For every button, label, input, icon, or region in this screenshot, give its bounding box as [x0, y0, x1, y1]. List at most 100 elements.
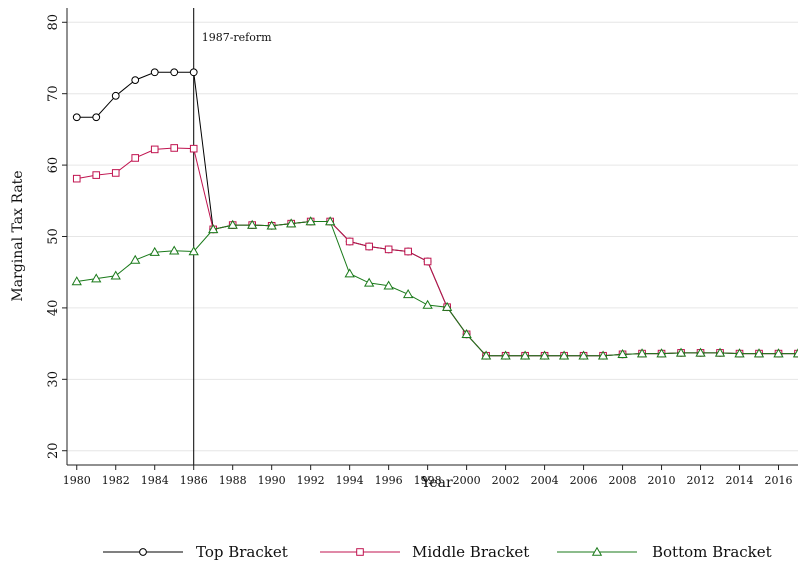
data-point [363, 277, 375, 287]
x-tick-label: 2006 [570, 474, 598, 487]
data-point [189, 144, 198, 153]
y-tick-label: 70 [46, 85, 61, 102]
data-point [111, 91, 120, 100]
data-point [188, 246, 199, 256]
data-point [792, 348, 798, 358]
data-point [150, 145, 159, 154]
x-tick-label: 2010 [648, 474, 676, 487]
y-tick-label: 20 [46, 442, 61, 459]
data-point [384, 245, 393, 254]
data-point [558, 350, 570, 360]
data-point [695, 347, 706, 357]
x-tick-label: 2014 [726, 474, 754, 487]
data-point [344, 268, 355, 278]
x-tick-label: 1996 [375, 474, 403, 487]
data-point [402, 289, 414, 299]
data-point [170, 144, 179, 152]
data-point [519, 350, 531, 360]
data-point [617, 349, 628, 359]
y-tick-label: 40 [46, 300, 61, 317]
data-point [539, 350, 550, 360]
legend-marker [139, 548, 147, 556]
y-tick-label: 50 [46, 228, 61, 245]
data-point [92, 171, 101, 179]
data-point [365, 242, 373, 251]
legend-label: Top Bracket [196, 543, 288, 561]
data-point [773, 348, 784, 358]
data-point [461, 329, 472, 339]
legend-label: Middle Bracket [412, 543, 529, 561]
reform-reference: 1987-reform [193, 8, 272, 465]
x-tick-label: 1986 [180, 474, 208, 487]
x-axis-title: Year [420, 475, 453, 491]
series-line [76, 71, 798, 357]
data-point [111, 169, 120, 177]
data-point [266, 220, 277, 230]
series-triangle [71, 216, 798, 360]
legend-marker [591, 546, 603, 556]
data-point [71, 276, 82, 286]
x-tick-label: 1980 [63, 474, 91, 487]
x-tick-label: 2008 [609, 474, 637, 487]
x-tick-label: 1990 [258, 474, 286, 487]
data-point [422, 299, 433, 309]
series-line [76, 221, 798, 357]
data-point [286, 218, 297, 228]
legend-label: Bottom Bracket [652, 543, 772, 561]
data-point [404, 247, 412, 256]
data-point [578, 350, 589, 360]
axes: 20 30 40 50 60 70 80 1980 1982 1984 1986 1988 1990 19… [46, 8, 798, 487]
x-tick-label: 1982 [102, 474, 130, 487]
data-point [441, 301, 453, 311]
data-point [305, 216, 316, 226]
data-point [324, 216, 336, 226]
data-point [130, 254, 141, 264]
data-point [72, 174, 81, 183]
legend-item: Bottom Bracket [557, 543, 772, 561]
y-axis-title: Marginal Tax Rate [10, 170, 26, 301]
data-point [500, 350, 511, 360]
data-point [131, 76, 140, 85]
legend: Top Bracket Middle Bracket Bottom Bracket [103, 543, 772, 561]
data-point [480, 350, 492, 360]
data-point [753, 348, 765, 358]
y-tick-label: 60 [46, 157, 61, 174]
data-point [92, 113, 101, 122]
series-square [72, 144, 798, 360]
legend-marker [356, 548, 364, 556]
x-tick-label: 2002 [492, 474, 520, 487]
x-tick-label: 1998 [414, 474, 442, 487]
x-tick-label: 1984 [141, 474, 169, 487]
data-point [383, 280, 394, 290]
x-tick-label: 2016 [765, 474, 793, 487]
data-point [110, 270, 121, 280]
reform-annotation: 1987-reform [202, 31, 272, 44]
data-point [131, 154, 140, 162]
data-point [72, 113, 81, 122]
x-tick-label: 2012 [687, 474, 715, 487]
data-point [170, 68, 179, 77]
y-tick-label: 80 [46, 14, 61, 31]
data-point [597, 350, 609, 360]
x-tick-label: 1988 [219, 474, 247, 487]
x-tick-label: 1994 [336, 474, 364, 487]
x-tick-label: 2004 [531, 474, 559, 487]
data-point [189, 68, 198, 77]
data-point [247, 219, 258, 229]
x-tick-label: 1992 [297, 474, 325, 487]
y-tick-label: 30 [46, 371, 61, 388]
gridlines [67, 21, 798, 452]
data-point [714, 347, 726, 357]
data-point [149, 246, 160, 256]
series-circle [72, 68, 798, 360]
data-point [150, 68, 159, 77]
data-point [208, 224, 219, 234]
data-point [169, 245, 180, 255]
data-point [656, 348, 667, 358]
legend-item: Top Bracket [103, 543, 288, 561]
data-point [91, 273, 102, 283]
series-line [76, 147, 798, 357]
series-lines [71, 68, 798, 360]
x-tick-label: 2000 [453, 474, 481, 487]
